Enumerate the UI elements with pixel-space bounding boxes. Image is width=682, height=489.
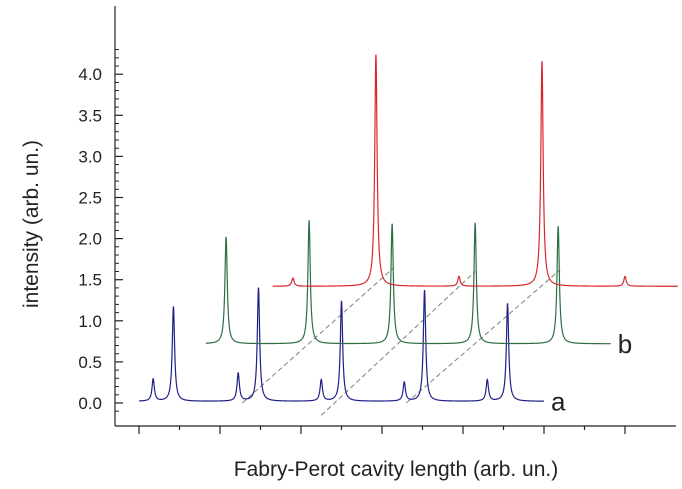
traces (139, 54, 678, 402)
trace-labels: abc (551, 329, 632, 417)
y-tick-label: 2.5 (78, 189, 102, 208)
y-tick-label: 4.0 (78, 65, 102, 84)
y-tick-label: 3.0 (78, 147, 102, 166)
y-tick-label: 3.5 (78, 106, 102, 125)
y-tick-label: 1.0 (78, 312, 102, 331)
x-ticks (138, 426, 626, 434)
trace-b (205, 220, 611, 345)
y-tick-label: 0.0 (78, 394, 102, 413)
y-ticks: 0.0 0.5 1.0 1.5 2.0 2.5 3.0 3.5 4.0 (78, 49, 123, 413)
trace-c (272, 54, 678, 287)
trace-a (139, 287, 544, 402)
y-tick-label: 2.0 (78, 230, 102, 249)
guide-lines (241, 266, 561, 416)
trace-label-b: b (618, 329, 632, 359)
guide-line-2 (320, 271, 476, 416)
trace-label-a: a (551, 386, 566, 416)
guide-line-3 (405, 269, 561, 404)
axes (114, 6, 676, 427)
y-tick-label: 1.5 (78, 271, 102, 290)
x-axis-title: Fabry-Perot cavity length (arb. un.) (234, 458, 558, 481)
y-tick-label: 0.5 (78, 353, 102, 372)
guide-line-1 (241, 266, 395, 404)
y-axis-title: intensity (arb. un.) (20, 140, 43, 308)
